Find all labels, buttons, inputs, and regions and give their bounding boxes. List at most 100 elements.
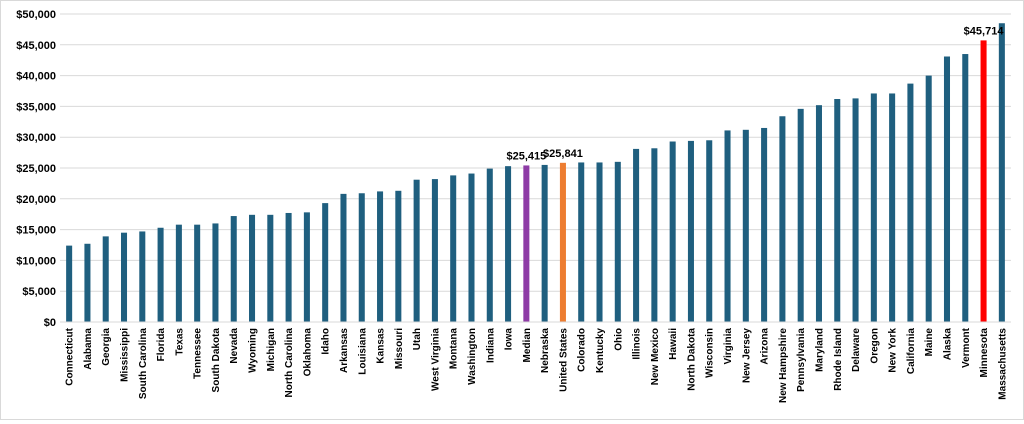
x-tick-label: California (906, 328, 917, 375)
bar (139, 231, 146, 322)
x-tick-label: Maryland (814, 328, 825, 372)
bar (523, 165, 530, 322)
x-tick-label: Pennsylvania (796, 328, 807, 392)
data-label: $25,841 (543, 148, 583, 160)
x-tick-label: North Carolina (284, 328, 295, 398)
x-tick-label: United States (558, 328, 569, 392)
x-tick-label: Nebraska (540, 328, 551, 373)
bar (66, 245, 73, 322)
bar (998, 23, 1005, 323)
x-tick-label: Minnesota (979, 328, 990, 378)
x-tick-label: Rhode Island (833, 328, 844, 391)
bar (157, 227, 164, 322)
bar (358, 193, 365, 322)
bar (541, 164, 548, 322)
bar (687, 140, 694, 322)
x-tick-label: Arkansas (339, 328, 350, 373)
bar (230, 216, 237, 322)
x-tick-label: Oklahoma (302, 328, 313, 377)
x-tick-label: Kentucky (595, 328, 606, 373)
bar (724, 130, 731, 322)
x-tick-label: Arizona (760, 328, 771, 365)
x-tick-label: Michigan (266, 328, 277, 371)
x-tick-label: Hawaii (668, 328, 679, 360)
bar (742, 129, 749, 322)
y-tick-label: $30,000 (16, 132, 56, 144)
x-tick-label: North Dakota (686, 328, 697, 391)
x-tick-label: Alaska (942, 328, 953, 361)
y-tick-label: $20,000 (16, 194, 56, 206)
bar (505, 166, 512, 322)
bar (834, 99, 841, 323)
bar (340, 193, 347, 322)
bar (815, 105, 822, 322)
x-tick-label: Montana (449, 328, 460, 370)
bar (212, 223, 219, 322)
y-tick-label: $50,000 (16, 9, 56, 21)
x-tick-label: Utah (412, 328, 423, 350)
bar (322, 203, 329, 322)
bar (395, 190, 402, 322)
bar (120, 232, 128, 322)
bar (486, 168, 493, 322)
bar (889, 93, 896, 323)
bar (431, 179, 438, 322)
x-tick-label: Indiana (485, 328, 496, 363)
bar (285, 212, 292, 322)
bar (84, 243, 91, 322)
bar (943, 56, 951, 323)
bar (761, 127, 768, 323)
bar (852, 98, 859, 322)
x-tick-label: New Jersey (741, 328, 752, 383)
bar (925, 75, 932, 322)
bar (633, 148, 640, 322)
y-tick-label: $25,000 (16, 163, 56, 175)
x-tick-label: Oregon (869, 328, 880, 364)
x-axis-labels: Connecticut Alabama Georgia Mississippi Sout… (65, 327, 1009, 403)
y-tick-label: $35,000 (16, 101, 56, 113)
x-tick-label: Missouri (394, 328, 405, 369)
bar (779, 116, 786, 322)
data-labels: $25,415$25,841 $45,714 (506, 25, 1004, 162)
x-tick-label: Median (522, 328, 533, 362)
x-tick-label: Georgia (101, 328, 112, 366)
y-tick-label: $10,000 (16, 255, 56, 267)
y-tick-label: $40,000 (16, 71, 56, 83)
bar (468, 173, 475, 322)
x-tick-label: Delaware (851, 328, 862, 372)
bar (797, 108, 804, 322)
x-tick-label: Idaho (321, 328, 332, 355)
x-tick-label: New Mexico (650, 328, 661, 385)
x-tick-label: Alabama (83, 328, 94, 370)
bar (413, 179, 420, 322)
x-tick-label: Vermont (961, 327, 972, 368)
bar (614, 161, 621, 322)
bar (907, 83, 914, 322)
bar (377, 191, 384, 322)
y-tick-label: $0 (44, 317, 56, 329)
data-label: $25,415 (506, 150, 546, 162)
bar (578, 162, 585, 322)
x-tick-label: Illinois (632, 328, 643, 360)
x-tick-label: Texas (174, 328, 185, 356)
bar (102, 236, 109, 322)
bar (962, 54, 969, 322)
bar (267, 214, 274, 322)
x-tick-label: Virginia (723, 328, 734, 365)
x-tick-label: Wyoming (248, 328, 259, 373)
x-tick-label: Tennessee (193, 328, 204, 379)
bar (194, 224, 201, 322)
bar (450, 175, 457, 322)
y-tick-label: $45,000 (16, 40, 56, 52)
x-tick-label: Connecticut (65, 327, 76, 385)
data-label: $45,714 (964, 25, 1005, 37)
x-tick-label: Louisiana (357, 328, 368, 375)
bar (669, 141, 676, 322)
bar (870, 93, 877, 323)
bar (596, 162, 603, 322)
gridlines (60, 13, 1011, 292)
x-tick-label: Ohio (613, 328, 624, 351)
x-tick-label: New York (888, 328, 899, 373)
